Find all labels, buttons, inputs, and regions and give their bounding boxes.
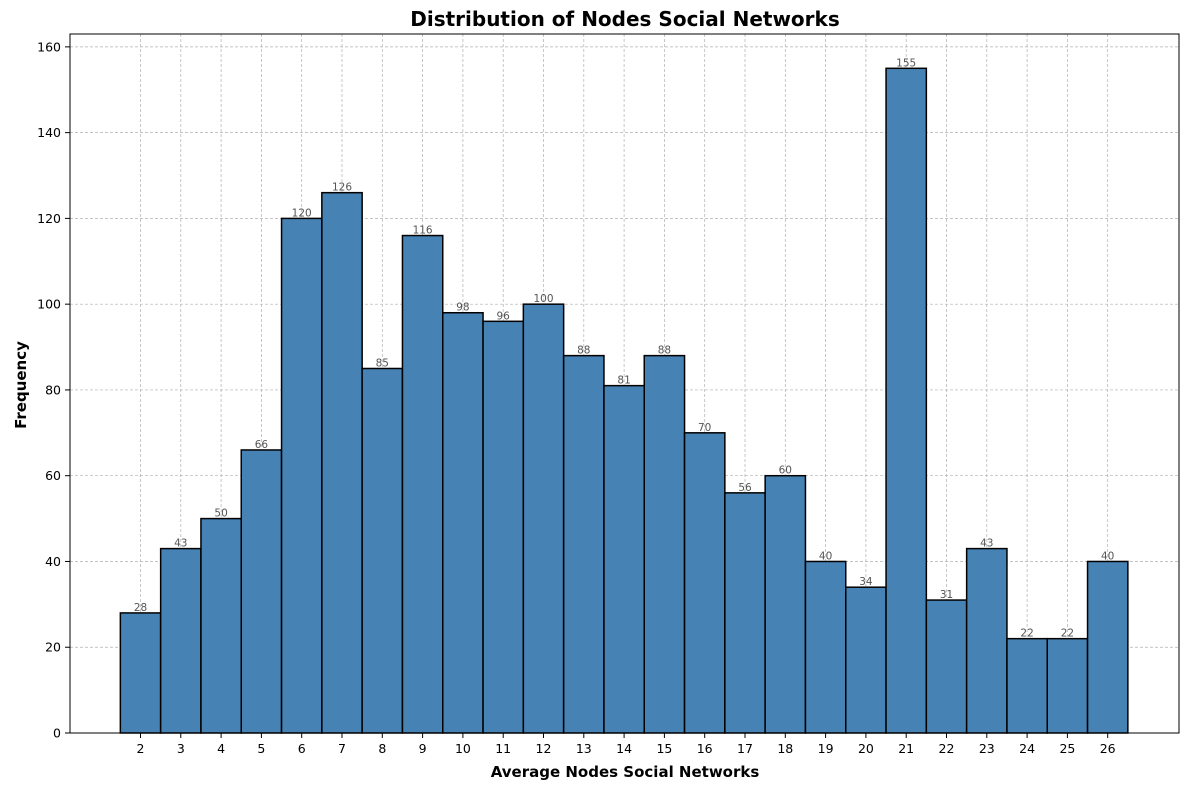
y-tick-label: 100 <box>37 297 61 312</box>
y-tick-label: 120 <box>37 211 61 226</box>
x-tick-label: 5 <box>257 741 265 756</box>
x-tick-label: 22 <box>939 741 955 756</box>
x-tick-label: 17 <box>737 741 753 756</box>
y-tick-label: 20 <box>45 640 61 655</box>
bar-value-label: 43 <box>174 538 187 550</box>
x-tick-label: 6 <box>298 741 306 756</box>
x-tick-label: 21 <box>898 741 914 756</box>
x-tick-label: 25 <box>1059 741 1075 756</box>
bar-value-label: 116 <box>413 225 433 237</box>
bar <box>764 474 807 734</box>
bar <box>885 67 928 734</box>
bar-value-label: 28 <box>134 602 147 614</box>
bar-value-label: 40 <box>819 550 832 562</box>
x-tick-label: 9 <box>419 741 427 756</box>
bar-value-label: 88 <box>577 345 590 357</box>
bar-value-label: 85 <box>376 357 389 369</box>
bar-value-label: 50 <box>214 508 227 520</box>
bar <box>361 367 404 734</box>
y-axis-label: Frequency <box>12 341 30 429</box>
bar-value-label: 96 <box>497 310 511 322</box>
chart-title: Distribution of Nodes Social Networks <box>410 7 840 31</box>
x-tick-label: 16 <box>697 741 713 756</box>
bar <box>321 191 363 734</box>
x-tick-label: 14 <box>616 741 632 756</box>
x-tick-label: 23 <box>979 741 995 756</box>
bar <box>965 547 1008 734</box>
x-tick-label: 12 <box>536 741 552 756</box>
bar-value-label: 60 <box>779 465 792 477</box>
bar-value-label: 22 <box>1061 628 1074 640</box>
x-tick-label: 26 <box>1100 741 1116 756</box>
bar-value-label: 126 <box>332 182 352 194</box>
y-tick-label: 140 <box>37 125 61 140</box>
x-tick-label: 10 <box>455 741 471 756</box>
bar <box>522 303 565 734</box>
x-tick-label: 3 <box>177 741 185 756</box>
bar-value-label: 43 <box>980 538 993 550</box>
y-tick-label: 160 <box>37 39 61 54</box>
x-tick-label: 24 <box>1019 741 1035 756</box>
bar <box>845 586 887 734</box>
x-tick-label: 4 <box>217 741 225 756</box>
bar-value-label: 98 <box>456 302 469 314</box>
y-tick-label: 80 <box>45 382 61 397</box>
bars-layer <box>119 67 1129 734</box>
bar-value-label: 34 <box>859 576 873 588</box>
y-tick-label: 60 <box>45 468 61 483</box>
data-labels-layer: 28 43 50 66 120 126 85 116 98 96 100 88 81 88 70 56 60 40… <box>134 57 1115 639</box>
bar <box>925 599 968 734</box>
bar-value-label: 66 <box>255 439 269 451</box>
y-tick-label: 40 <box>45 554 61 569</box>
x-tick-label: 13 <box>576 741 592 756</box>
bar <box>724 492 766 734</box>
x-tick-label: 18 <box>777 741 793 756</box>
x-tick-label: 15 <box>656 741 672 756</box>
bar <box>603 384 646 734</box>
x-axis-label: Average Nodes Social Networks <box>491 763 760 781</box>
bar <box>240 449 283 734</box>
bar-value-label: 31 <box>940 589 953 601</box>
bar <box>1046 637 1089 734</box>
bar <box>482 320 525 734</box>
bar <box>442 311 484 734</box>
bar-value-label: 22 <box>1020 628 1033 640</box>
bar <box>200 517 242 734</box>
bar <box>1006 637 1049 734</box>
bar-value-label: 56 <box>738 482 752 494</box>
bar <box>643 354 686 734</box>
x-tick-label: 2 <box>137 741 145 756</box>
bar-value-label: 81 <box>617 375 630 387</box>
bar-value-label: 100 <box>533 293 553 305</box>
x-tick-label: 20 <box>858 741 874 756</box>
bar-value-label: 40 <box>1101 550 1114 562</box>
bar <box>159 547 202 734</box>
x-tick-label: 8 <box>378 741 386 756</box>
bar <box>280 217 323 734</box>
bar-value-label: 70 <box>698 422 711 434</box>
x-tick-label: 7 <box>338 741 346 756</box>
bar-value-label: 155 <box>896 57 916 69</box>
bar <box>562 354 605 734</box>
x-tick-label: 11 <box>495 741 511 756</box>
bar <box>401 234 444 734</box>
bar <box>683 432 726 734</box>
bar <box>119 612 162 734</box>
y-tick-label: 0 <box>53 726 61 741</box>
bar-value-label: 88 <box>658 345 671 357</box>
x-tick-label: 19 <box>818 741 834 756</box>
bar-value-label: 120 <box>292 207 312 219</box>
bar <box>1086 560 1129 734</box>
bar <box>804 560 847 734</box>
